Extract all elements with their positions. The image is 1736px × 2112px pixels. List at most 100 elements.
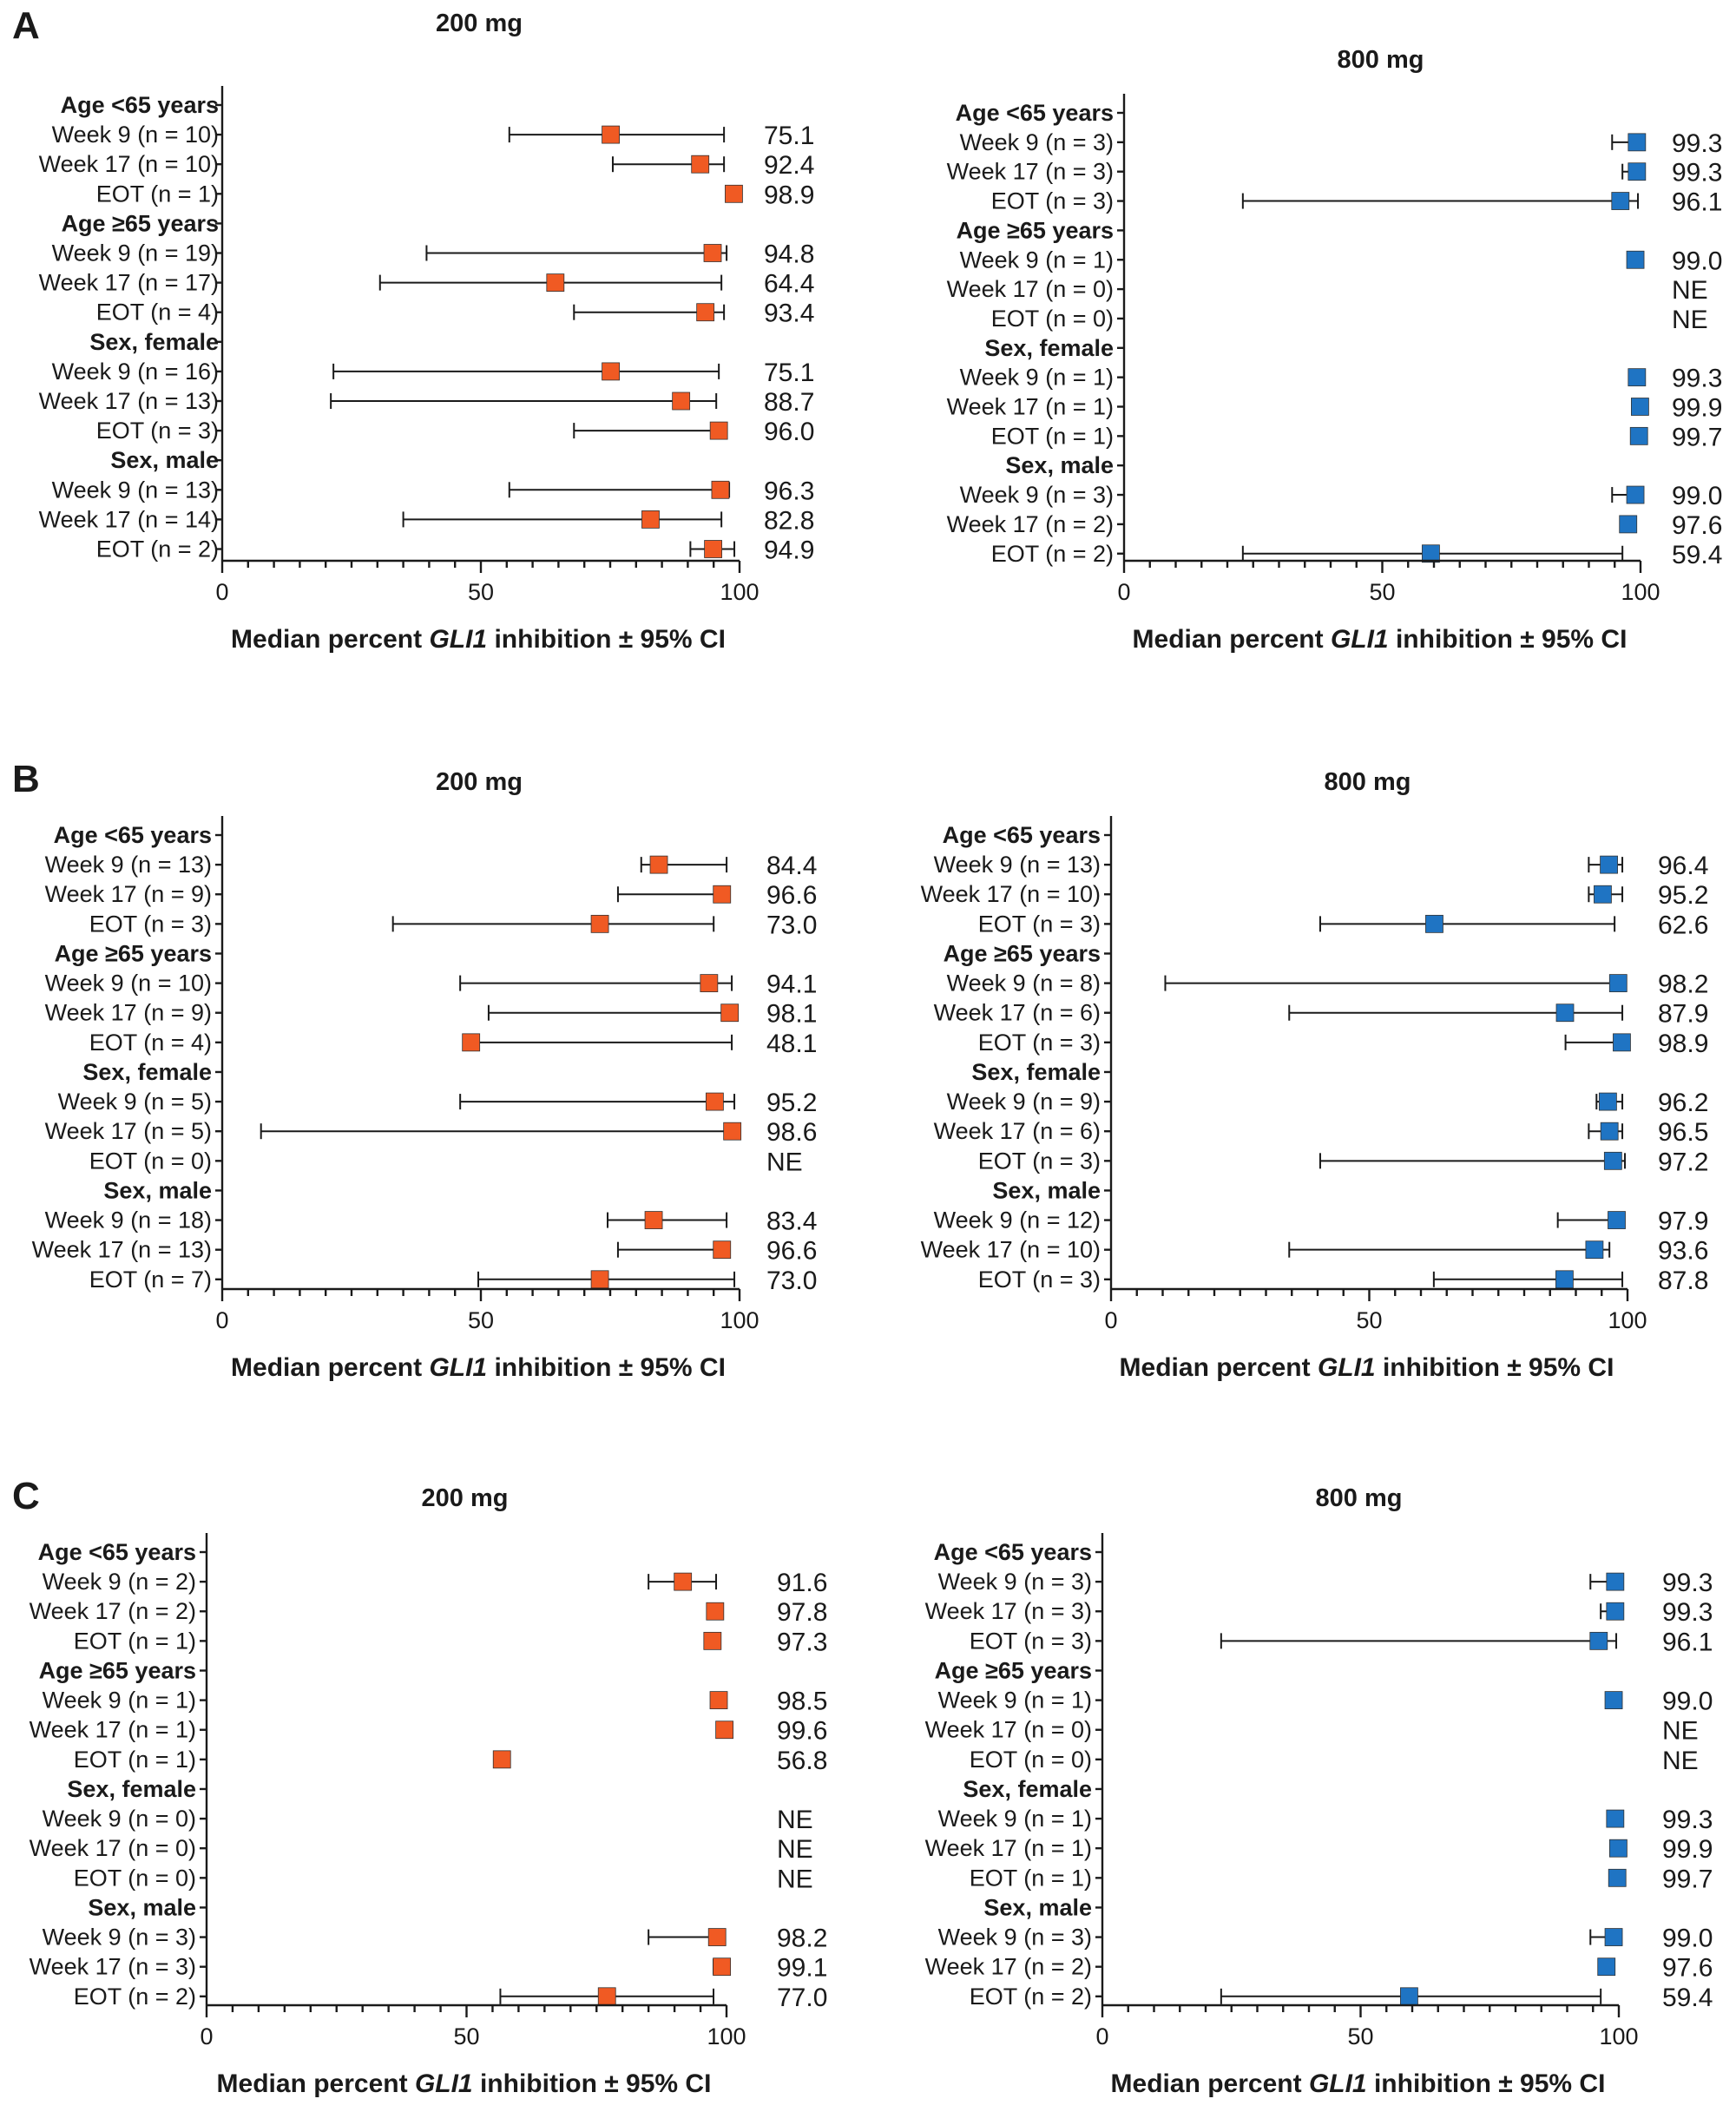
value-label: NE: [1672, 276, 1708, 305]
value-label: 87.8: [1658, 1267, 1708, 1295]
value-label: 97.6: [1672, 511, 1722, 540]
row-label: EOT (n = 2): [970, 1984, 1092, 2010]
row-label: Week 9 (n = 16): [52, 359, 219, 385]
group-label: Sex, male: [110, 447, 219, 473]
row-label: Week 17 (n = 9): [45, 881, 212, 907]
median-marker: [1605, 1929, 1622, 1946]
median-marker: [1556, 1004, 1574, 1022]
value-label: NE: [777, 1835, 813, 1864]
group-label: Sex, female: [971, 1059, 1101, 1085]
value-label: 97.9: [1658, 1207, 1708, 1236]
axis-title-part: Median percent: [231, 1353, 429, 1382]
row-label: Week 17 (n = 3): [947, 159, 1114, 185]
median-marker: [650, 856, 667, 873]
group-label: Age <65 years: [956, 100, 1114, 126]
value-label: 91.6: [777, 1569, 827, 1597]
median-marker: [1609, 975, 1627, 992]
value-label: 83.4: [766, 1207, 817, 1236]
x-axis-title: Median percent GLI1 inhibition ± 95% CI: [231, 625, 726, 654]
median-marker: [1608, 1869, 1626, 1886]
x-axis-title: Median percent GLI1 inhibition ± 95% CI: [1120, 1353, 1614, 1382]
axis-title-part: Median percent: [1111, 2069, 1309, 2098]
row-label: EOT (n = 3): [978, 1030, 1101, 1056]
value-label: NE: [1662, 1717, 1699, 1746]
group-label: Sex, male: [983, 1894, 1092, 1920]
row-label: Week 9 (n = 0): [43, 1806, 196, 1832]
row-label: Week 9 (n = 3): [960, 482, 1114, 508]
value-label: 96.6: [766, 1237, 817, 1266]
x-tick-label: 50: [1347, 2023, 1373, 2049]
row-label: Week 9 (n = 3): [43, 1924, 196, 1951]
median-marker: [1400, 1988, 1417, 2005]
row-label: EOT (n = 4): [89, 1030, 212, 1056]
group-label: Sex, male: [88, 1894, 196, 1920]
value-label: 92.4: [764, 151, 814, 180]
value-label: 56.8: [777, 1747, 827, 1775]
value-label: 98.1: [766, 1000, 817, 1029]
row-label: Week 9 (n = 1): [960, 247, 1114, 273]
x-tick-label: 0: [1104, 1307, 1117, 1333]
median-marker: [725, 185, 742, 202]
group-label: Age ≥65 years: [39, 1657, 196, 1683]
value-label: 59.4: [1662, 1984, 1713, 2012]
row-label: Week 17 (n = 3): [925, 1598, 1092, 1624]
x-tick-label: 0: [1117, 579, 1130, 605]
value-label: 96.0: [764, 418, 814, 446]
value-label: 77.0: [777, 1984, 827, 2012]
median-marker: [713, 1958, 731, 1976]
value-label: 99.3: [1662, 1569, 1713, 1597]
panel-letter-a: A: [12, 4, 40, 47]
median-marker: [1422, 545, 1439, 563]
axis-title-part: inhibition ± 95% CI: [1367, 2069, 1606, 2098]
value-label: 99.3: [1672, 159, 1722, 188]
value-label: NE: [1672, 306, 1708, 334]
median-marker: [708, 1929, 726, 1946]
value-label: 97.2: [1658, 1148, 1708, 1176]
value-label: 95.2: [1658, 881, 1708, 910]
value-label: 98.2: [777, 1924, 827, 1953]
row-label: Week 17 (n = 17): [39, 270, 219, 296]
row-label: Week 17 (n = 1): [947, 394, 1114, 420]
x-tick-label: 50: [1356, 1307, 1382, 1333]
x-tick-label: 100: [707, 2023, 746, 2049]
row-label: EOT (n = 1): [74, 1747, 196, 1773]
row-label: Week 9 (n = 13): [52, 477, 219, 503]
x-tick-label: 0: [215, 1307, 228, 1333]
median-marker: [713, 885, 731, 903]
median-marker: [463, 1034, 480, 1051]
x-tick-label: 50: [1369, 579, 1395, 605]
value-label: 99.0: [1662, 1924, 1713, 1953]
row-label: EOT (n = 2): [96, 536, 219, 563]
value-label: 99.0: [1662, 1688, 1713, 1716]
value-label: 96.3: [764, 477, 814, 505]
median-marker: [704, 245, 721, 262]
row-label: EOT (n = 1): [96, 181, 219, 207]
axis-title-part: Median percent: [231, 625, 429, 654]
row-label: Week 17 (n = 1): [30, 1717, 196, 1743]
median-marker: [713, 1241, 731, 1259]
median-marker: [602, 363, 620, 380]
row-label: Week 17 (n = 10): [921, 1237, 1101, 1263]
row-label: Week 17 (n = 6): [934, 1000, 1101, 1026]
x-axis-title: Median percent GLI1 inhibition ± 95% CI: [1133, 625, 1628, 654]
group-label: Sex, male: [992, 1177, 1101, 1203]
group-label: Sex, female: [963, 1776, 1092, 1802]
group-label: Age <65 years: [38, 1539, 196, 1565]
row-label: Week 9 (n = 1): [938, 1688, 1092, 1714]
plot-title: 200 mg: [422, 1484, 509, 1512]
row-label: Week 9 (n = 1): [43, 1688, 196, 1714]
value-label: 64.4: [764, 270, 814, 299]
plot-title: 800 mg: [1338, 46, 1424, 74]
row-label: EOT (n = 3): [978, 1267, 1101, 1293]
median-marker: [1604, 1152, 1621, 1169]
axis-title-part: inhibition ± 95% CI: [473, 2069, 712, 2098]
row-label: Week 9 (n = 8): [947, 970, 1101, 997]
median-marker: [724, 1122, 741, 1140]
value-label: 93.4: [764, 299, 814, 328]
row-label: Week 9 (n = 3): [938, 1924, 1092, 1951]
row-label: Week 9 (n = 3): [938, 1569, 1092, 1595]
gene-name-italic: GLI1: [429, 1353, 487, 1382]
row-label: EOT (n = 3): [96, 418, 219, 444]
group-label: Age ≥65 years: [935, 1657, 1092, 1683]
group-label: Sex, female: [984, 335, 1114, 361]
